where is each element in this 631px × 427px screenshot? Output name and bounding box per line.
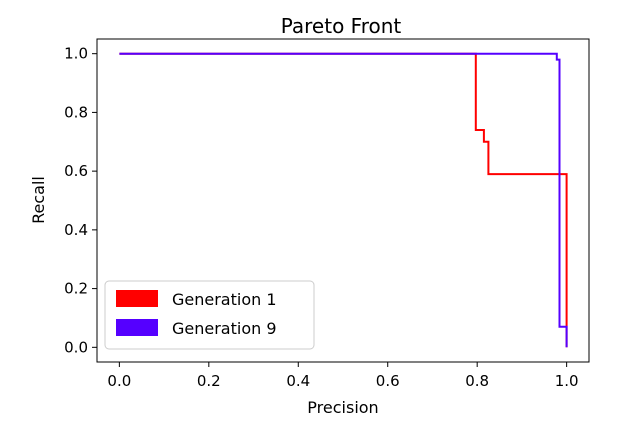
legend: Generation 1 Generation 9 (104, 280, 315, 350)
plot-frame (96, 38, 590, 363)
y-tick-label: 1.0 (64, 45, 88, 63)
y-axis-ticks: 0.0 0.2 0.4 0.6 0.8 1.0 (64, 45, 97, 356)
y-axis-label: Recall (29, 176, 48, 224)
y-tick-label: 0.0 (64, 338, 88, 356)
y-tick-label: 0.2 (64, 280, 88, 298)
legend-swatch (116, 319, 158, 336)
series-layer (119, 52, 568, 348)
series-line-2 (119, 52, 568, 348)
series-line-1 (119, 52, 568, 348)
x-tick-label: 0.0 (107, 372, 131, 390)
chart-title: Pareto Front (281, 14, 402, 38)
y-tick-label: 0.8 (64, 103, 88, 121)
y-tick-label: 0.6 (64, 162, 88, 180)
legend-label: Generation 1 (172, 290, 277, 309)
x-tick-label: 0.2 (197, 372, 221, 390)
x-tick-label: 0.4 (286, 372, 310, 390)
y-tick-label: 0.4 (64, 221, 88, 239)
legend-swatch (116, 290, 158, 307)
x-tick-label: 0.8 (465, 372, 489, 390)
x-tick-label: 0.6 (376, 372, 400, 390)
legend-label: Generation 9 (172, 319, 277, 338)
x-axis-label: Precision (307, 398, 378, 417)
x-tick-label: 1.0 (555, 372, 579, 390)
x-axis-ticks: 0.0 0.2 0.4 0.6 0.8 1.0 (107, 362, 579, 390)
